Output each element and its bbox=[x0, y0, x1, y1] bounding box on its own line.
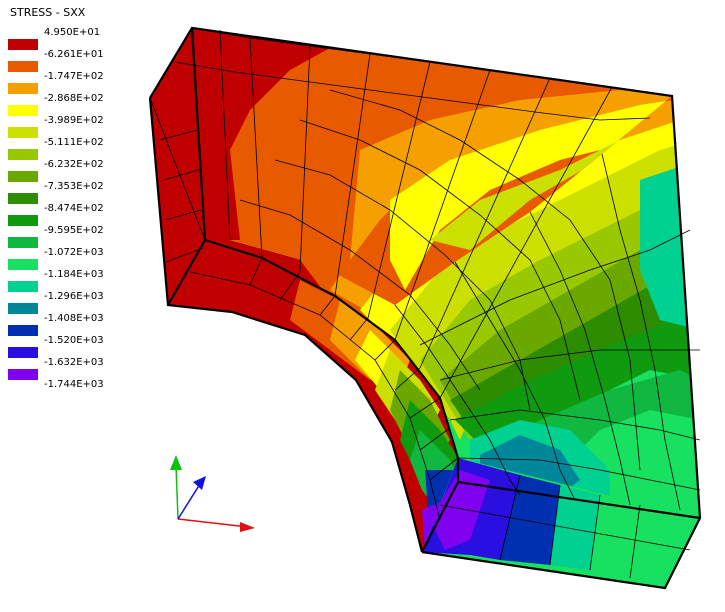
axis-y-line bbox=[175, 464, 179, 520]
legend-swatch bbox=[8, 61, 38, 72]
axis-z-line bbox=[177, 483, 201, 520]
legend-swatch bbox=[8, 237, 38, 248]
legend-swatch bbox=[8, 149, 38, 160]
legend-label: -7.353E+02 bbox=[44, 181, 104, 192]
legend-label: -1.520E+03 bbox=[44, 335, 104, 346]
axis-y-arrow bbox=[170, 455, 182, 470]
legend-swatch bbox=[8, 303, 38, 314]
legend-swatch bbox=[8, 281, 38, 292]
legend-label: -1.296E+03 bbox=[44, 291, 104, 302]
legend-swatch bbox=[8, 171, 38, 182]
legend-label: -1.072E+03 bbox=[44, 247, 104, 258]
axis-z-arrow bbox=[193, 476, 206, 490]
axis-x-line bbox=[177, 518, 249, 528]
legend-swatch bbox=[8, 83, 38, 94]
legend-swatch bbox=[8, 127, 38, 138]
legend-label: -3.989E+02 bbox=[44, 115, 104, 126]
legend-label: 4.950E+01 bbox=[44, 27, 101, 38]
legend-swatch bbox=[8, 259, 38, 270]
legend-swatch bbox=[8, 325, 38, 336]
legend-swatch bbox=[8, 39, 38, 50]
legend-label: -9.595E+02 bbox=[44, 225, 104, 236]
legend-label: -1.747E+02 bbox=[44, 71, 104, 82]
legend-label: -2.868E+02 bbox=[44, 93, 104, 104]
axis-x-arrow bbox=[240, 522, 255, 532]
legend-label: -1.632E+03 bbox=[44, 357, 104, 368]
legend-label: -8.474E+02 bbox=[44, 203, 104, 214]
axis-triad bbox=[170, 455, 255, 532]
legend-label: -1.744E+03 bbox=[44, 379, 104, 390]
legend-swatch bbox=[8, 193, 38, 204]
legend-label: -1.184E+03 bbox=[44, 269, 104, 280]
legend-label: -5.111E+02 bbox=[44, 137, 104, 148]
legend-label: -1.408E+03 bbox=[44, 313, 104, 324]
legend-swatch bbox=[8, 105, 38, 116]
legend-label: -6.232E+02 bbox=[44, 159, 104, 170]
legend-title: STRESS - SXX bbox=[10, 6, 86, 19]
legend-swatch bbox=[8, 215, 38, 226]
legend-swatch bbox=[8, 369, 38, 380]
legend-swatch bbox=[8, 347, 38, 358]
outline-edges bbox=[148, 26, 702, 590]
legend-label: -6.261E+01 bbox=[44, 49, 104, 60]
